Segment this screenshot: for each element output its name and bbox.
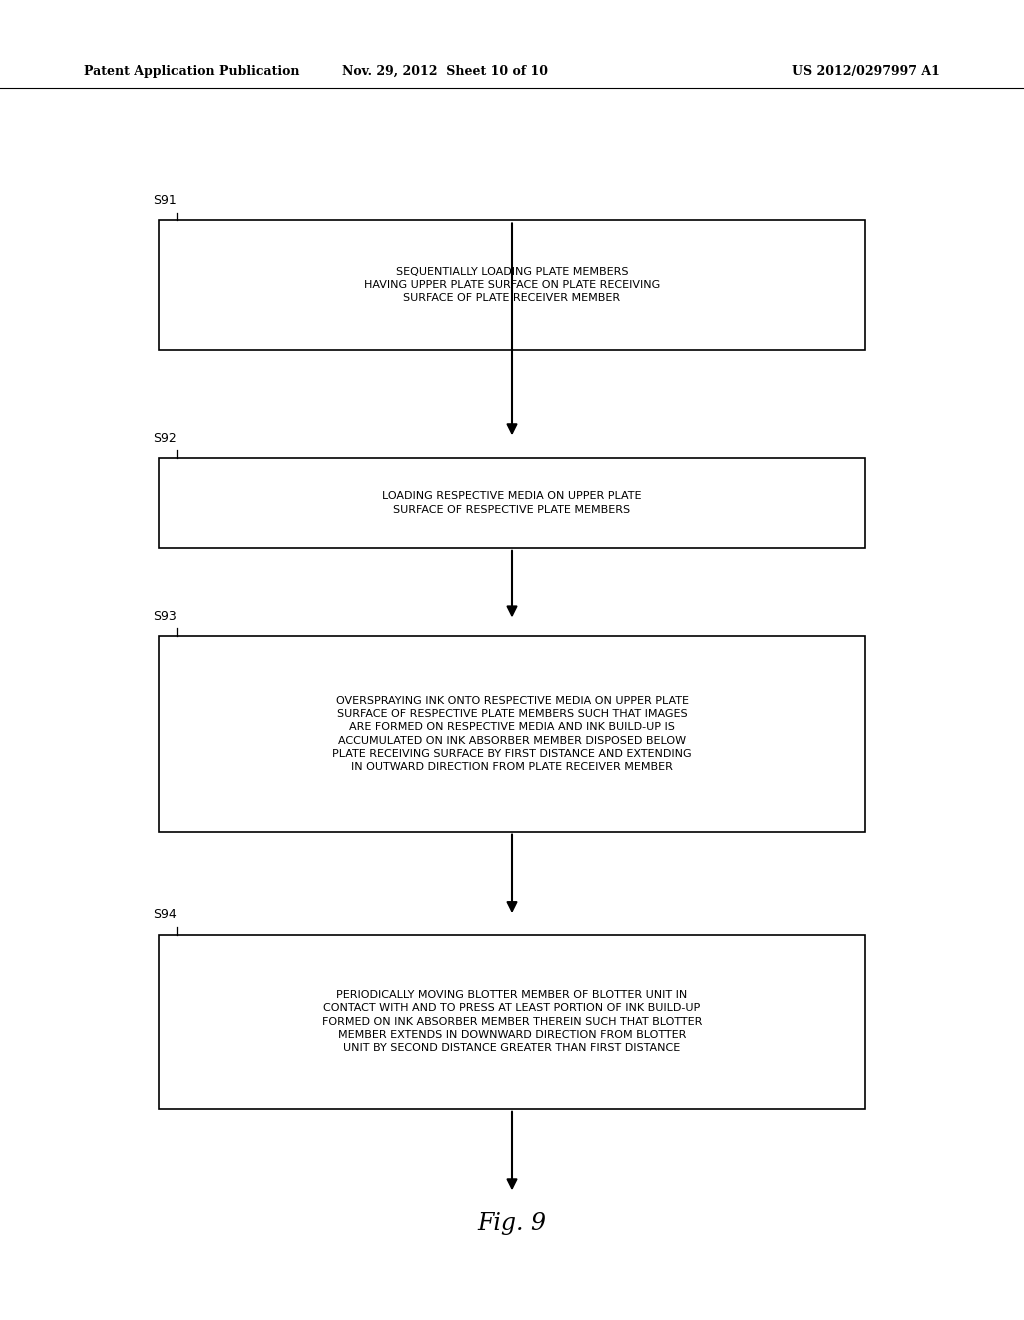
Bar: [159, 935, 865, 1109]
Text: LOADING RESPECTIVE MEDIA ON UPPER PLATE
SURFACE OF RESPECTIVE PLATE MEMBERS: LOADING RESPECTIVE MEDIA ON UPPER PLATE …: [382, 491, 642, 515]
Text: S94: S94: [154, 908, 177, 921]
Text: S92: S92: [154, 432, 177, 445]
Text: Fig. 9: Fig. 9: [477, 1212, 547, 1236]
Text: S91: S91: [154, 194, 177, 207]
Bar: [159, 220, 865, 350]
Text: US 2012/0297997 A1: US 2012/0297997 A1: [793, 65, 940, 78]
Bar: [159, 458, 865, 548]
Text: Nov. 29, 2012  Sheet 10 of 10: Nov. 29, 2012 Sheet 10 of 10: [342, 65, 549, 78]
Bar: [159, 636, 865, 832]
Text: Patent Application Publication: Patent Application Publication: [84, 65, 299, 78]
Text: SEQUENTIALLY LOADING PLATE MEMBERS
HAVING UPPER PLATE SURFACE ON PLATE RECEIVING: SEQUENTIALLY LOADING PLATE MEMBERS HAVIN…: [364, 267, 660, 304]
Text: S93: S93: [154, 610, 177, 623]
Text: OVERSPRAYING INK ONTO RESPECTIVE MEDIA ON UPPER PLATE
SURFACE OF RESPECTIVE PLAT: OVERSPRAYING INK ONTO RESPECTIVE MEDIA O…: [332, 696, 692, 772]
Text: PERIODICALLY MOVING BLOTTER MEMBER OF BLOTTER UNIT IN
CONTACT WITH AND TO PRESS : PERIODICALLY MOVING BLOTTER MEMBER OF BL…: [322, 990, 702, 1053]
